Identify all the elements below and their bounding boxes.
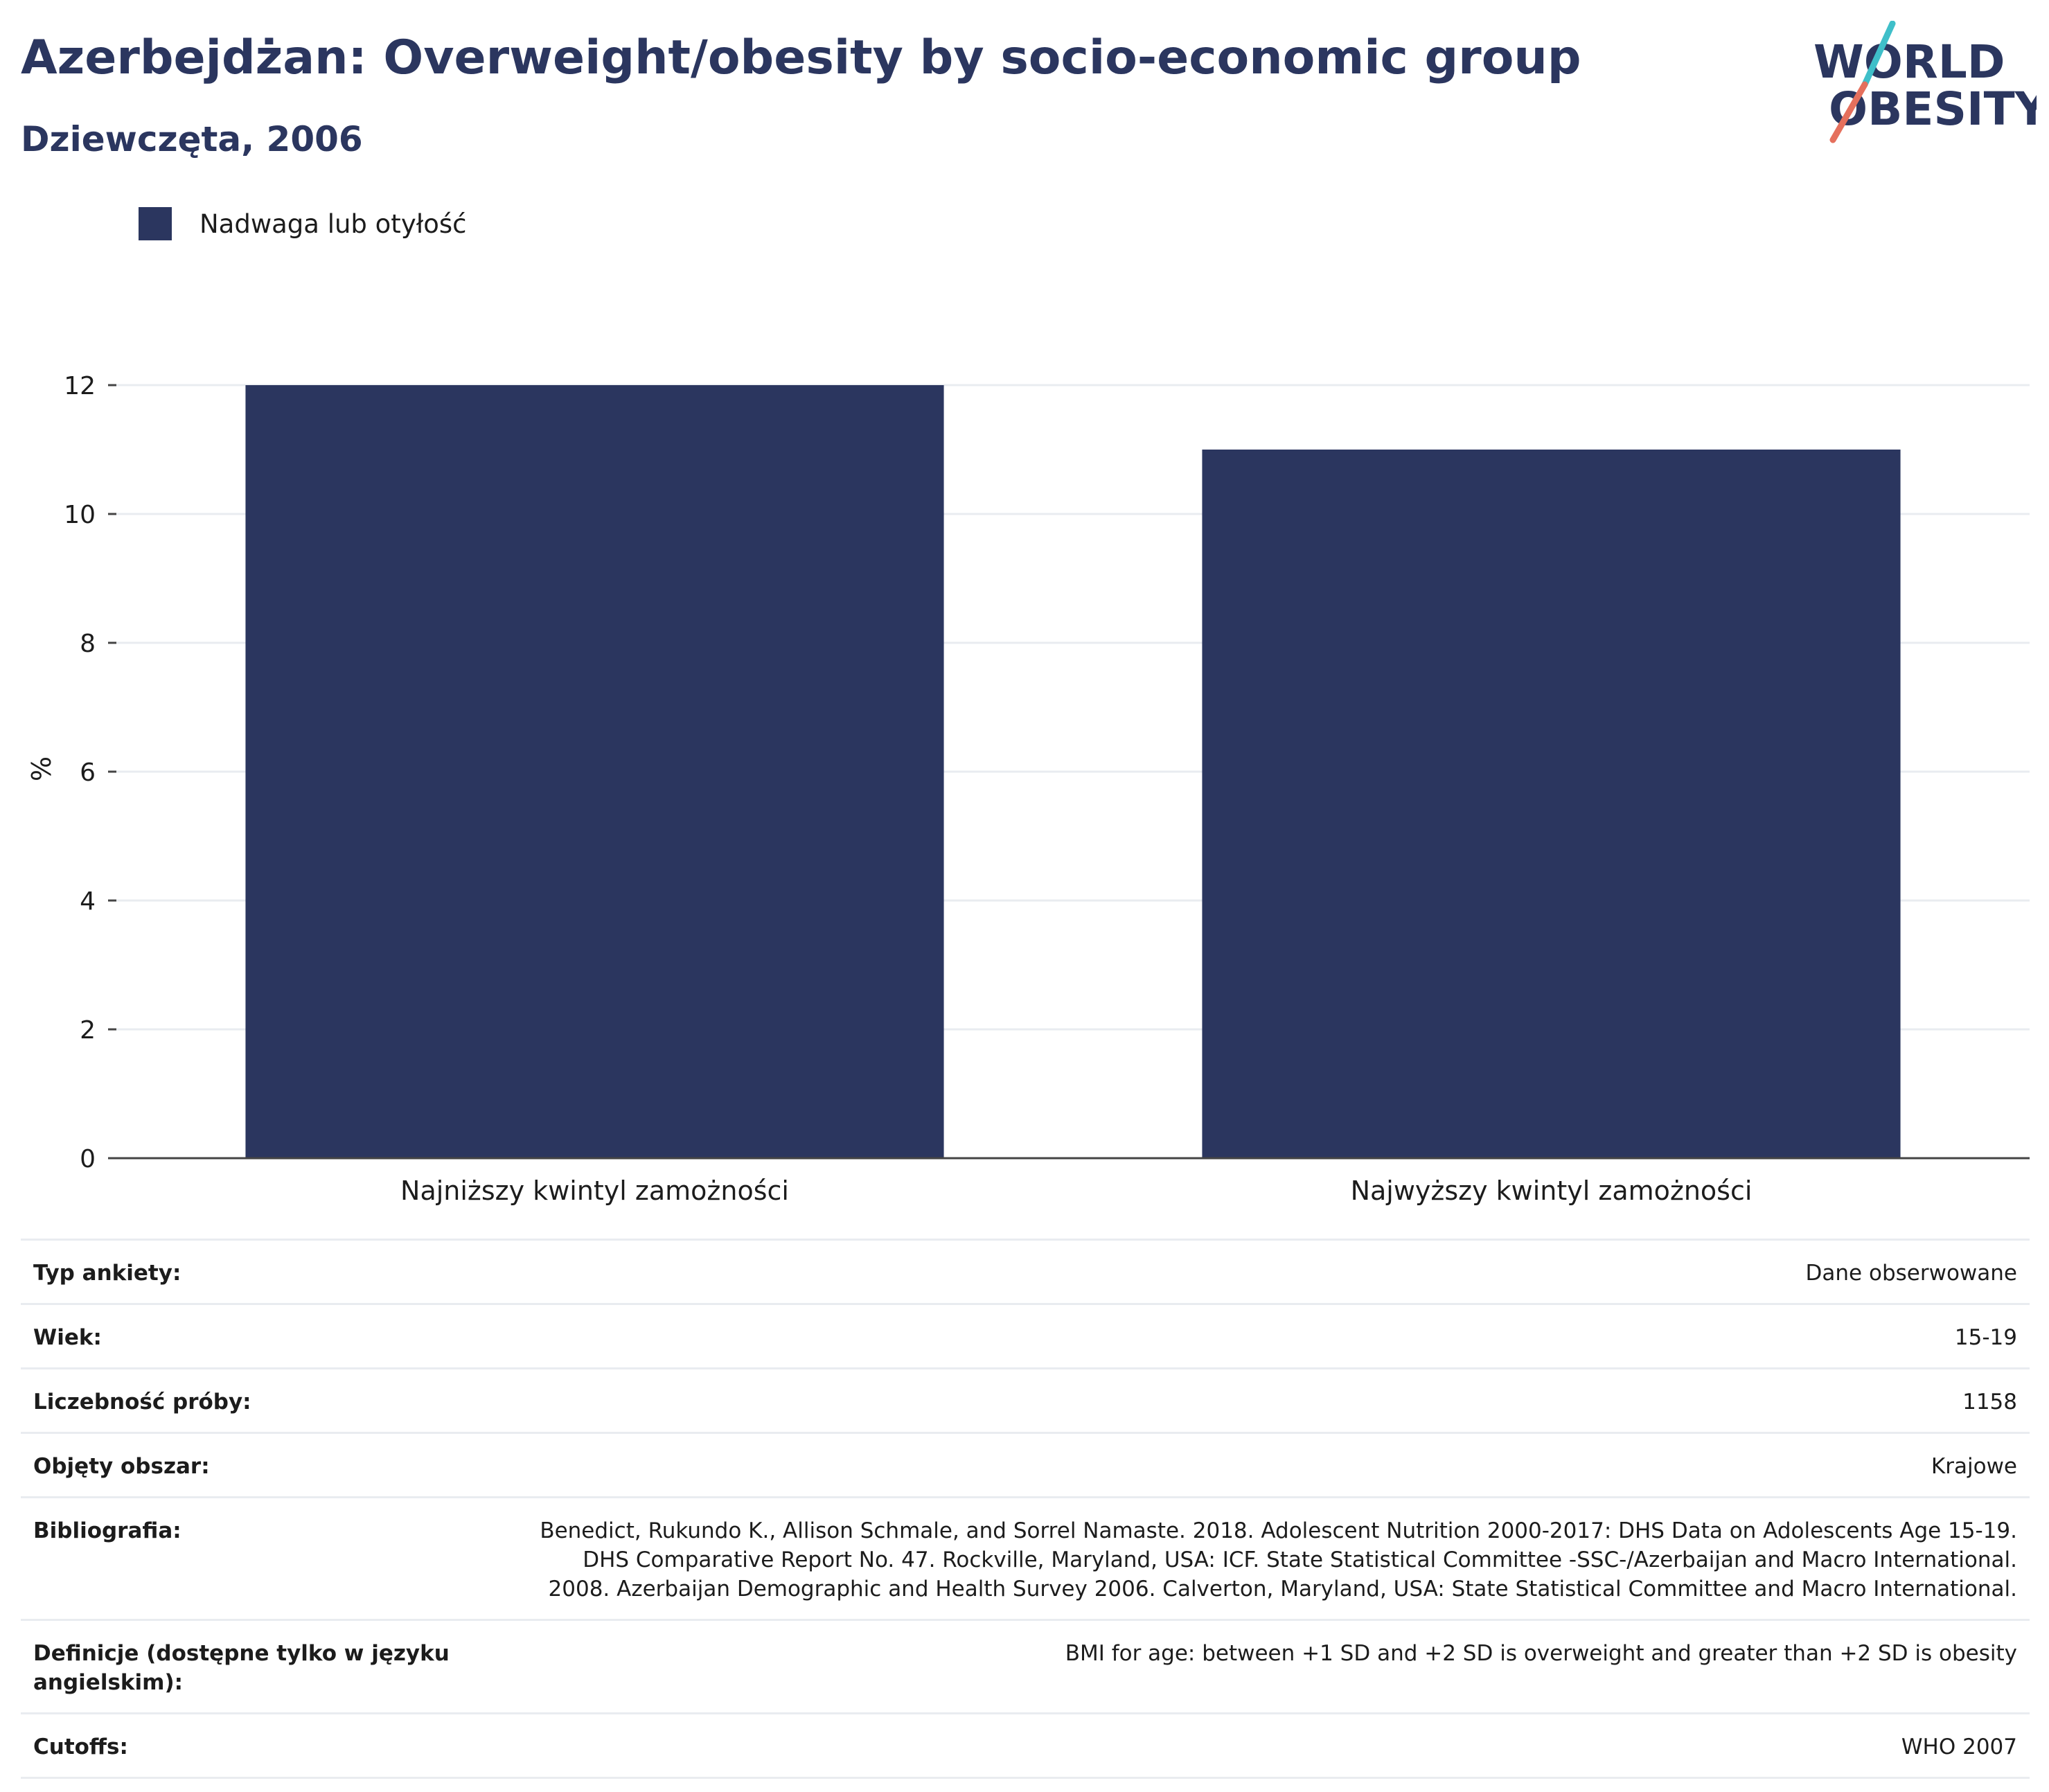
info-label: Objęty obszar: [33, 1454, 210, 1479]
info-row: Wiek: 15-19 [21, 1303, 2030, 1367]
y-tick-label: 12 [64, 372, 96, 400]
logo-slash-bottom [1829, 81, 1868, 143]
bars [245, 385, 1901, 1158]
info-table: Typ ankiety: Dane obserwowane Wiek: 15-19 Li… [21, 1239, 2030, 1779]
bar[interactable] [245, 385, 944, 1158]
info-label: Wiek: [33, 1325, 102, 1350]
info-label: Bibliografia: [33, 1518, 181, 1543]
chart-legend[interactable]: Nadwaga lub otyłość [139, 206, 466, 241]
x-tick-label: Najwyższy kwintyl zamożności [1351, 1176, 1753, 1206]
y-tick-label: 2 [80, 1016, 96, 1045]
y-tick-label: 8 [80, 630, 96, 658]
info-label: Liczebność próby: [33, 1390, 251, 1414]
legend-label: Nadwaga lub otyłość [199, 209, 467, 239]
x-tick-label: Najniższy kwintyl zamożności [400, 1176, 789, 1206]
y-tick-label: 4 [80, 887, 96, 916]
info-row: Objęty obszar: Krajowe [21, 1432, 2030, 1496]
info-label: Definicje (dostępne tylko w języku angie… [33, 1641, 450, 1695]
info-value: WHO 2007 [1901, 1735, 2017, 1759]
info-value: Dane obserwowane [1805, 1261, 2017, 1286]
logo-line-1: WORLD [1813, 35, 2005, 89]
world-obesity-logo[interactable]: WORLD OBESITY [1808, 21, 2037, 145]
y-tick-label: 10 [64, 501, 96, 529]
info-value: 1158 [1962, 1390, 2017, 1414]
info-row: Liczebność próby: 1158 [21, 1367, 2030, 1432]
info-row: Definicje (dostępne tylko w języku angie… [21, 1619, 2030, 1712]
info-row: Cutoffs: WHO 2007 [21, 1712, 2030, 1779]
page-title: Azerbejdżan: Overweight/obesity by socio… [21, 30, 1581, 85]
info-value: BMI for age: between +1 SD and +2 SD is … [1065, 1641, 2017, 1666]
info-value: Benedict, Rukundo K., Allison Schmale, a… [540, 1518, 2017, 1602]
info-row: Bibliografia: Benedict, Rukundo K., Allis… [21, 1496, 2030, 1619]
info-label: Cutoffs: [33, 1735, 128, 1759]
info-value: Krajowe [1931, 1454, 2017, 1479]
info-row: Typ ankiety: Dane obserwowane [21, 1239, 2030, 1303]
x-tick-labels: Najniższy kwintyl zamożności Najwyższy kw… [400, 1176, 1752, 1206]
info-label: Typ ankiety: [33, 1261, 181, 1286]
page-subtitle: Dziewczęta, 2006 [21, 119, 363, 159]
y-tick-label: 6 [80, 759, 96, 787]
legend-swatch [139, 207, 172, 240]
bar[interactable] [1202, 450, 1901, 1158]
logo-slash-top [1861, 21, 1896, 88]
y-tick-label: 0 [80, 1145, 96, 1173]
y-tick-labels: 0 2 4 6 8 10 12 [64, 372, 116, 1173]
info-value: 15-19 [1954, 1325, 2017, 1350]
